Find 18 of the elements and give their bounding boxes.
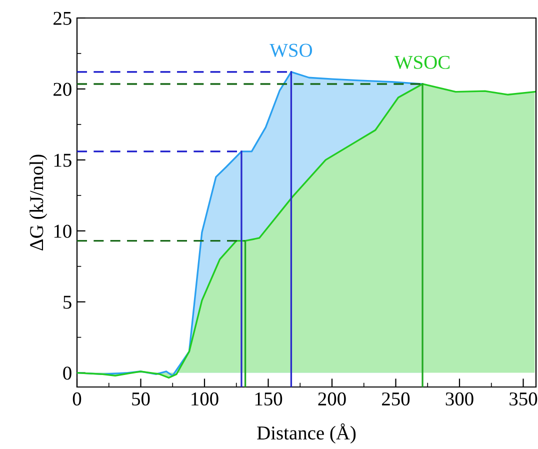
- x-tick-label: 150: [255, 392, 282, 406]
- y-tick-label: 15: [54, 154, 72, 167]
- y-tick-label: 20: [54, 82, 72, 96]
- x-tick-label: 250: [382, 392, 410, 406]
- x-tick-label: 100: [192, 392, 218, 406]
- x-tick-label: 0: [72, 392, 82, 406]
- series-label: WSO: [270, 44, 312, 57]
- y-tick-label: 25: [54, 12, 72, 25]
- x-tick-label: 200: [318, 392, 346, 406]
- x-tick-label: 50: [132, 392, 150, 406]
- x-tick-label: 300: [446, 392, 474, 406]
- y-tick-label: 5: [64, 296, 72, 309]
- x-tick-label: 350: [510, 392, 538, 406]
- y-tick-label: 10: [54, 224, 72, 238]
- y-tick-label: 0: [63, 366, 72, 380]
- y-axis-title: ΔG (kJ/mol): [30, 154, 48, 250]
- x-axis-title: Distance (Å): [257, 423, 356, 444]
- series-label: WSOC: [394, 56, 450, 70]
